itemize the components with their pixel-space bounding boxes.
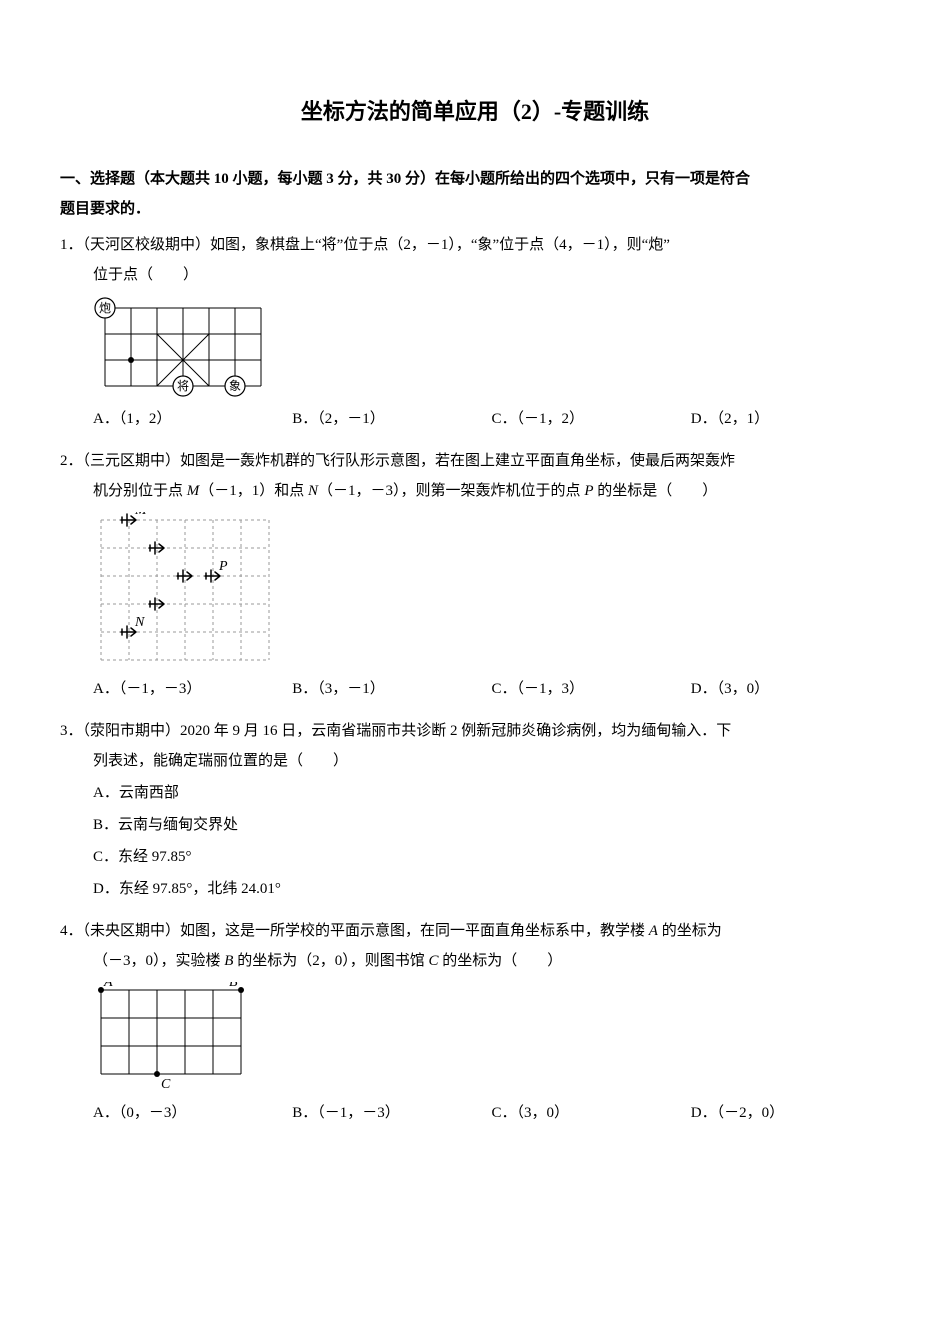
svg-text:炮: 炮: [99, 301, 111, 315]
section-header-line2: 题目要求的．: [60, 201, 150, 217]
q1-stem-line2: 位于点（ ）: [60, 260, 890, 290]
q1-option-b: B．（2，－1）: [292, 404, 491, 434]
q3-num: 3．: [60, 723, 83, 739]
q4-options: A．（0，－3） B．（－1，－3） C．（3，0） D．（－2，0）: [60, 1098, 890, 1128]
page-title: 坐标方法的简单应用（2）-专题训练: [60, 90, 890, 134]
q2-option-a: A．（－1，－3）: [93, 674, 292, 704]
q4-option-a: A．（0，－3）: [93, 1098, 292, 1128]
svg-text:将: 将: [177, 379, 189, 393]
q4-label-a: A: [649, 923, 658, 939]
q4-option-d: D．（－2，0）: [691, 1098, 890, 1128]
q2-option-d: D．（3，0）: [691, 674, 890, 704]
question-3: 3．（荥阳市期中）2020 年 9 月 16 日，云南省瑞丽市共诊断 2 例新冠…: [60, 716, 890, 904]
q4-b-pre: （－3，0），实验楼: [93, 953, 224, 969]
chessboard-figure: 炮将 象: [93, 296, 273, 398]
q2-label-m: M: [187, 483, 200, 499]
section-header: 一、选择题（本大题共 10 小题，每小题 3 分，共 30 分）在每小题所给出的…: [60, 164, 890, 194]
q4-stem-line1: 4．（未央区期中）如图，这是一所学校的平面示意图，在同一平面直角坐标系中，教学楼…: [60, 916, 890, 946]
q2-label-n: N: [308, 483, 318, 499]
q4-option-b: B．（－1，－3）: [292, 1098, 491, 1128]
q1-figure: 炮将 象: [93, 296, 890, 398]
q2-b-post: 的坐标是（ ）: [593, 483, 717, 499]
q3-options: A．云南西部 B．云南与缅甸交界处 C．东经 97.85° D．东经 97.85…: [60, 778, 890, 904]
question-2: 2．（三元区期中）如图是一轰炸机群的飞行队形示意图，若在图上建立平面直角坐标，使…: [60, 446, 890, 704]
svg-text:M: M: [134, 512, 148, 518]
svg-text:B: B: [229, 982, 238, 990]
bomber-formation-figure: M N P: [93, 512, 277, 668]
q3-option-b: B．云南与缅甸交界处: [93, 810, 890, 840]
q4-option-c: C．（3，0）: [492, 1098, 691, 1128]
q4-stem-line2: （－3，0），实验楼 B 的坐标为（2，0），则图书馆 C 的坐标为（ ）: [60, 946, 890, 976]
q3-option-a: A．云南西部: [93, 778, 890, 808]
q4-figure: A B C: [93, 982, 890, 1092]
q3-option-c: C．东经 97.85°: [93, 842, 890, 872]
q2-text-a: （三元区期中）如图是一轰炸机群的飞行队形示意图，若在图上建立平面直角坐标，使最后…: [83, 453, 736, 469]
svg-text:C: C: [161, 1077, 171, 1092]
school-map-figure: A B C: [93, 982, 259, 1092]
q2-options: A．（－1，－3） B．（3，－1） C．（－1，3） D．（3，0）: [60, 674, 890, 704]
q2-b-mid2: （－1，－3），则第一架轰炸机位于的点: [318, 483, 584, 499]
q2-option-c: C．（－1，3）: [492, 674, 691, 704]
question-4: 4．（未央区期中）如图，这是一所学校的平面示意图，在同一平面直角坐标系中，教学楼…: [60, 916, 890, 1128]
svg-text:N: N: [134, 615, 145, 630]
q1-option-d: D．（2，1）: [691, 404, 890, 434]
q2-b-pre: 机分别位于点: [93, 483, 187, 499]
q4-b-mid: 的坐标为（2，0），则图书馆: [233, 953, 428, 969]
q1-option-a: A．（1，2）: [93, 404, 292, 434]
q3-text-a: （荥阳市期中）2020 年 9 月 16 日，云南省瑞丽市共诊断 2 例新冠肺炎…: [83, 723, 732, 739]
q4-a-pre: （未央区期中）如图，这是一所学校的平面示意图，在同一平面直角坐标系中，教学楼: [83, 923, 649, 939]
q1-option-c: C．（－1，2）: [492, 404, 691, 434]
svg-text:A: A: [103, 982, 113, 990]
q4-label-c: C: [428, 953, 438, 969]
q3-stem-line2: 列表述，能确定瑞丽位置的是（ ）: [60, 746, 890, 776]
q2-stem-line2: 机分别位于点 M（－1，1）和点 N（－1，－3），则第一架轰炸机位于的点 P …: [60, 476, 890, 506]
q1-stem-line1: 1．（天河区校级期中）如图，象棋盘上“将”位于点（2，－1），“象”位于点（4，…: [60, 230, 890, 260]
section-header-cont: 题目要求的．: [60, 194, 890, 224]
q2-num: 2．: [60, 453, 83, 469]
q4-a-post: 的坐标为: [658, 923, 722, 939]
q2-option-b: B．（3，－1）: [292, 674, 491, 704]
q1-text-a: （天河区校级期中）如图，象棋盘上“将”位于点（2，－1），“象”位于点（4，－1…: [83, 237, 670, 253]
section-header-line1: 一、选择题（本大题共 10 小题，每小题 3 分，共 30 分）在每小题所给出的…: [60, 171, 750, 187]
q3-option-d: D．东经 97.85°，北纬 24.01°: [93, 874, 890, 904]
question-1: 1．（天河区校级期中）如图，象棋盘上“将”位于点（2，－1），“象”位于点（4，…: [60, 230, 890, 434]
svg-text:P: P: [218, 559, 228, 574]
q1-num: 1．: [60, 237, 83, 253]
q2-b-mid1: （－1，1）和点: [199, 483, 308, 499]
q4-b-post: 的坐标为（ ）: [438, 953, 562, 969]
q1-options: A．（1，2） B．（2，－1） C．（－1，2） D．（2，1）: [60, 404, 890, 434]
q4-num: 4．: [60, 923, 83, 939]
q2-figure: M N P: [93, 512, 890, 668]
q2-stem-line1: 2．（三元区期中）如图是一轰炸机群的飞行队形示意图，若在图上建立平面直角坐标，使…: [60, 446, 890, 476]
svg-text:象: 象: [229, 379, 241, 393]
q3-stem-line1: 3．（荥阳市期中）2020 年 9 月 16 日，云南省瑞丽市共诊断 2 例新冠…: [60, 716, 890, 746]
